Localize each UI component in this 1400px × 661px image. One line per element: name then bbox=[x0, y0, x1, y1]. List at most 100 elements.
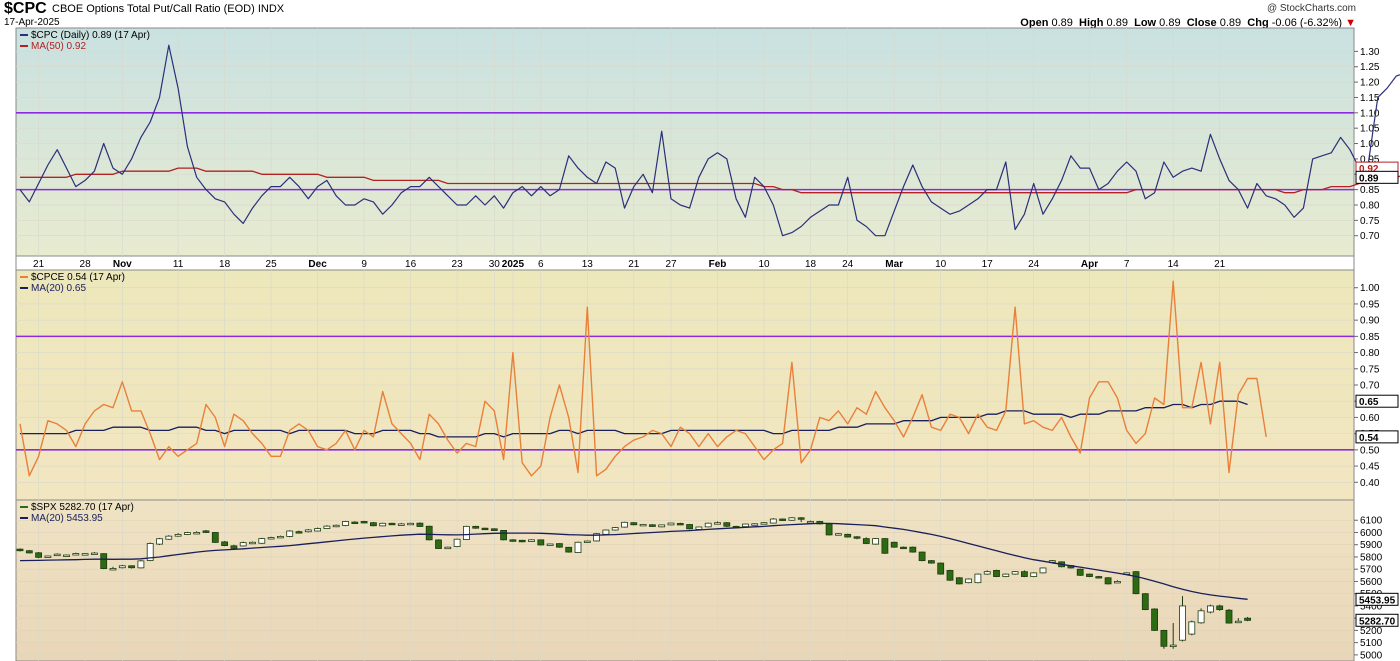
ticker-symbol: $CPC bbox=[4, 0, 47, 17]
y-tick-label: 0.85 bbox=[1360, 332, 1380, 343]
candle-body bbox=[983, 571, 991, 575]
exchange-label: INDX bbox=[257, 3, 285, 15]
x-tick-label: 16 bbox=[405, 259, 417, 270]
value-tag-label: 5453.95 bbox=[1359, 595, 1396, 606]
security-name: CBOE Options Total Put/Call Ratio (EOD) … bbox=[52, 3, 284, 15]
candle-body bbox=[72, 553, 80, 556]
candle-body bbox=[146, 543, 154, 561]
x-tick-label: 21 bbox=[1214, 259, 1226, 270]
candle-body bbox=[407, 522, 415, 526]
chg-label: Chg bbox=[1247, 17, 1269, 29]
x-tick-label: 6 bbox=[538, 259, 544, 270]
candle-body bbox=[881, 538, 889, 554]
candle-body bbox=[342, 521, 349, 526]
x-tick-label: 30 bbox=[489, 259, 501, 270]
y-tick-label: 1.05 bbox=[1360, 124, 1380, 135]
x-tick-label: 24 bbox=[842, 259, 854, 270]
x-tick-label: 27 bbox=[665, 259, 677, 270]
candle-body bbox=[1002, 573, 1010, 577]
candle-body bbox=[900, 546, 907, 550]
candle-body bbox=[1234, 620, 1242, 624]
candle-body bbox=[174, 534, 182, 537]
candle-body bbox=[481, 527, 489, 531]
candle-body bbox=[918, 551, 926, 562]
candle-body bbox=[202, 530, 210, 533]
candle-body bbox=[128, 565, 136, 569]
y-tick-label: 1.25 bbox=[1360, 62, 1380, 73]
chg-value: -0.06 (-6.32%) bbox=[1271, 17, 1343, 29]
x-tick-label: Nov bbox=[113, 259, 132, 270]
candle-body bbox=[230, 545, 238, 549]
candle-body bbox=[1021, 571, 1028, 577]
close-label: Close bbox=[1186, 17, 1217, 29]
candle-body bbox=[249, 541, 256, 545]
candle-body bbox=[1104, 577, 1112, 585]
y-tick-label: 6100 bbox=[1360, 516, 1383, 527]
candle-body bbox=[453, 538, 461, 547]
y-tick-label: 0.45 bbox=[1360, 462, 1380, 473]
x-tick-label: Mar bbox=[885, 259, 903, 270]
ma20-cpce-line bbox=[20, 400, 1248, 438]
candle-body bbox=[416, 522, 424, 527]
candle-body bbox=[686, 524, 693, 530]
candle-body bbox=[81, 553, 89, 556]
candle-body bbox=[369, 522, 377, 527]
candle-body bbox=[435, 539, 442, 549]
y-tick-label: 0.80 bbox=[1360, 348, 1380, 359]
y-tick-label: 0.95 bbox=[1360, 154, 1380, 165]
candle-body bbox=[1141, 593, 1149, 610]
candle-body bbox=[649, 524, 656, 527]
candle-body bbox=[602, 529, 610, 535]
candle-body bbox=[25, 550, 33, 554]
x-tick-label: 10 bbox=[935, 259, 947, 270]
x-tick-label: 24 bbox=[1028, 259, 1040, 270]
x-tick-label: 21 bbox=[33, 259, 45, 270]
candle-body bbox=[16, 548, 24, 552]
candle-body bbox=[351, 521, 359, 524]
y-tick-label: 0.95 bbox=[1360, 299, 1380, 310]
x-tick-label: 2025 bbox=[502, 259, 525, 270]
candle-body bbox=[1095, 576, 1103, 579]
candle-body bbox=[639, 524, 647, 527]
x-tick-label: 10 bbox=[758, 259, 770, 270]
candle-body bbox=[630, 522, 638, 526]
chart-date: 17-Apr-2025 bbox=[4, 17, 60, 28]
y-tick-label: 1.30 bbox=[1360, 47, 1380, 58]
candle-body bbox=[928, 560, 935, 564]
candle-body bbox=[137, 560, 145, 569]
high-label: High bbox=[1079, 17, 1104, 29]
candle-body bbox=[518, 539, 526, 543]
value-tag-label: 0.54 bbox=[1359, 433, 1379, 444]
candle-body bbox=[314, 528, 322, 532]
x-tick-label: Feb bbox=[709, 259, 727, 270]
candle-body bbox=[156, 538, 163, 545]
legend-entry: MA(50) 0.92 bbox=[31, 41, 86, 52]
candle-body bbox=[1114, 581, 1121, 584]
candle-body bbox=[993, 570, 1000, 577]
candle-body bbox=[397, 523, 405, 526]
candle-body bbox=[788, 517, 796, 521]
x-tick-label: 28 bbox=[80, 259, 92, 270]
candle-body bbox=[183, 532, 191, 535]
x-tick-label: 14 bbox=[1168, 259, 1180, 270]
value-tag-label: 0.65 bbox=[1359, 397, 1379, 408]
open-value: 0.89 bbox=[1051, 17, 1073, 29]
y-tick-label: 5400 bbox=[1360, 601, 1383, 612]
candle-body bbox=[695, 526, 703, 530]
legend-entry: $SPX 5282.70 (17 Apr) bbox=[31, 502, 134, 513]
chg-down-arrow-icon: ▼ bbox=[1345, 17, 1356, 29]
candle-body bbox=[165, 535, 173, 540]
y-tick-label: 5800 bbox=[1360, 552, 1383, 563]
candle-body bbox=[193, 532, 201, 535]
panel-3-background bbox=[15, 499, 1355, 661]
candle-body bbox=[100, 553, 108, 569]
candle-body bbox=[91, 552, 98, 555]
y-tick-label: 0.75 bbox=[1360, 216, 1380, 227]
candle-body bbox=[509, 539, 517, 542]
candle-body bbox=[872, 538, 879, 545]
candle-body bbox=[490, 528, 498, 531]
candle-body bbox=[593, 533, 600, 542]
candle-body bbox=[890, 541, 898, 548]
candle-body bbox=[528, 539, 535, 542]
y-tick-label: 1.00 bbox=[1360, 139, 1380, 150]
